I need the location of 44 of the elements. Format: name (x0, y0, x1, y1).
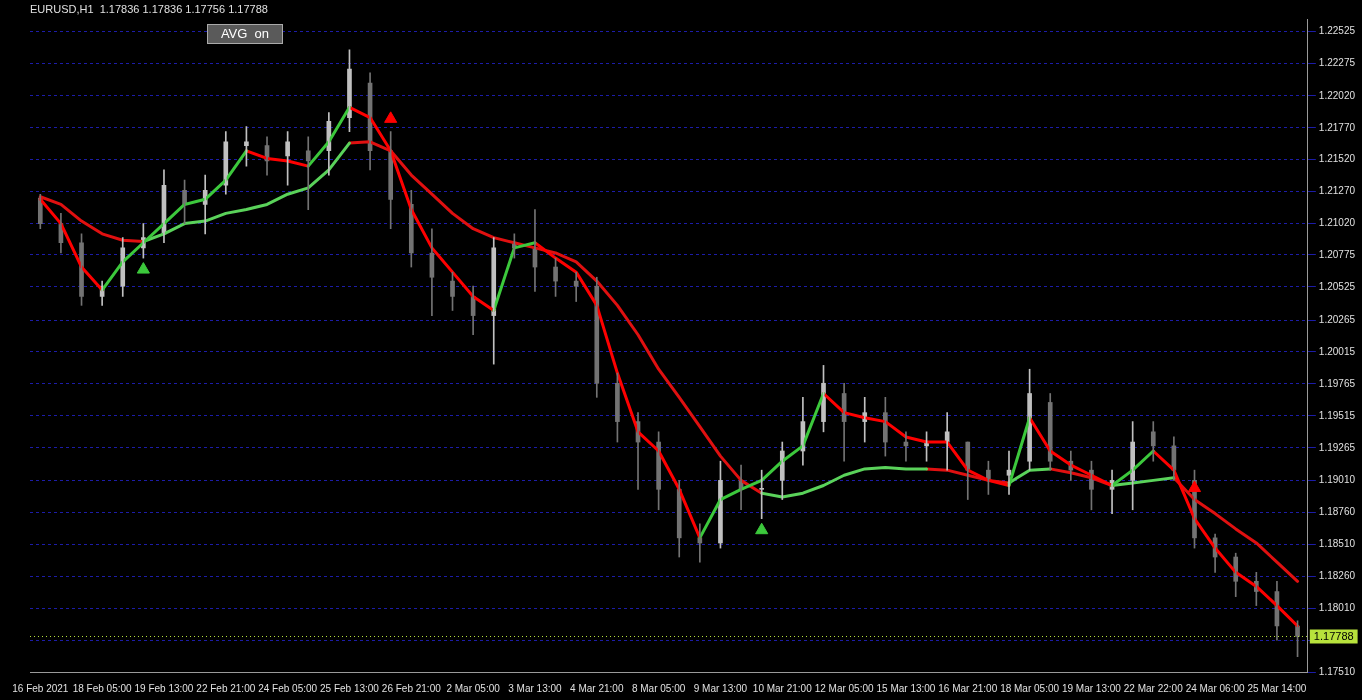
y-tick-label: 1.21270 (1318, 185, 1356, 197)
y-tick-label: 1.20775 (1318, 248, 1356, 260)
y-tick-label: 1.19010 (1318, 474, 1356, 486)
y-tick-label: 1.18010 (1318, 601, 1356, 613)
x-tick-label: 25 Feb 13:00 (319, 682, 380, 694)
x-tick-label: 10 Mar 21:00 (752, 682, 813, 694)
x-tick-label: 16 Feb 2021 (12, 682, 69, 694)
x-tick-label: 12 Mar 05:00 (814, 682, 875, 694)
y-tick-label: 1.22275 (1318, 57, 1356, 69)
x-tick-label: 15 Mar 13:00 (876, 682, 936, 694)
x-tick-label: 19 Feb 13:00 (134, 682, 194, 694)
x-tick-label: 2 Mar 05:00 (446, 682, 501, 694)
ref-line-label: 1.17788 (1313, 629, 1354, 642)
chart-title: EURUSD,H1 1.17836 1.17836 1.17756 1.17788 (30, 2, 268, 15)
x-tick-label: 24 Feb 05:00 (258, 682, 318, 694)
x-tick-label: 8 Mar 05:00 (631, 682, 686, 694)
x-tick-label: 16 Mar 21:00 (938, 682, 998, 694)
y-tick-label: 1.22020 (1318, 89, 1356, 101)
x-tick-label: 18 Mar 05:00 (1000, 682, 1060, 694)
y-tick-label: 1.22525 (1318, 25, 1356, 37)
x-tick-label: 22 Mar 22:00 (1123, 682, 1184, 694)
x-tick-label: 9 Mar 13:00 (693, 682, 748, 694)
y-tick-label: 1.19515 (1318, 409, 1356, 421)
x-tick-label: 19 Mar 13:00 (1061, 682, 1122, 694)
x-tick-label: 25 Mar 14:00 (1247, 682, 1307, 694)
annotation: AVG on (207, 24, 283, 44)
y-tick-label: 1.20525 (1318, 280, 1356, 292)
y-tick-label: 1.19265 (1318, 441, 1356, 453)
x-tick-label: 26 Feb 21:00 (381, 682, 442, 694)
x-tick-label: 3 Mar 13:00 (508, 682, 563, 694)
y-tick-label: 1.21020 (1318, 217, 1356, 229)
y-tick-label: 1.21770 (1318, 121, 1356, 133)
y-tick-label: 1.21520 (1318, 153, 1356, 165)
y-tick-label: 1.18760 (1318, 506, 1356, 518)
y-tick-label: 1.17510 (1318, 665, 1356, 677)
x-tick-label: 18 Feb 05:00 (72, 682, 133, 694)
y-tick-label: 1.20015 (1318, 345, 1356, 357)
y-tick-label: 1.20265 (1318, 313, 1356, 325)
x-tick-label: 24 Mar 06:00 (1185, 682, 1245, 694)
x-tick-label: 4 Mar 21:00 (570, 682, 624, 694)
x-tick-label: 22 Feb 21:00 (196, 682, 256, 694)
y-tick-label: 1.18510 (1318, 538, 1356, 549)
y-tick-label: 1.19765 (1318, 377, 1356, 389)
y-tick-label: 1.18260 (1318, 569, 1356, 581)
